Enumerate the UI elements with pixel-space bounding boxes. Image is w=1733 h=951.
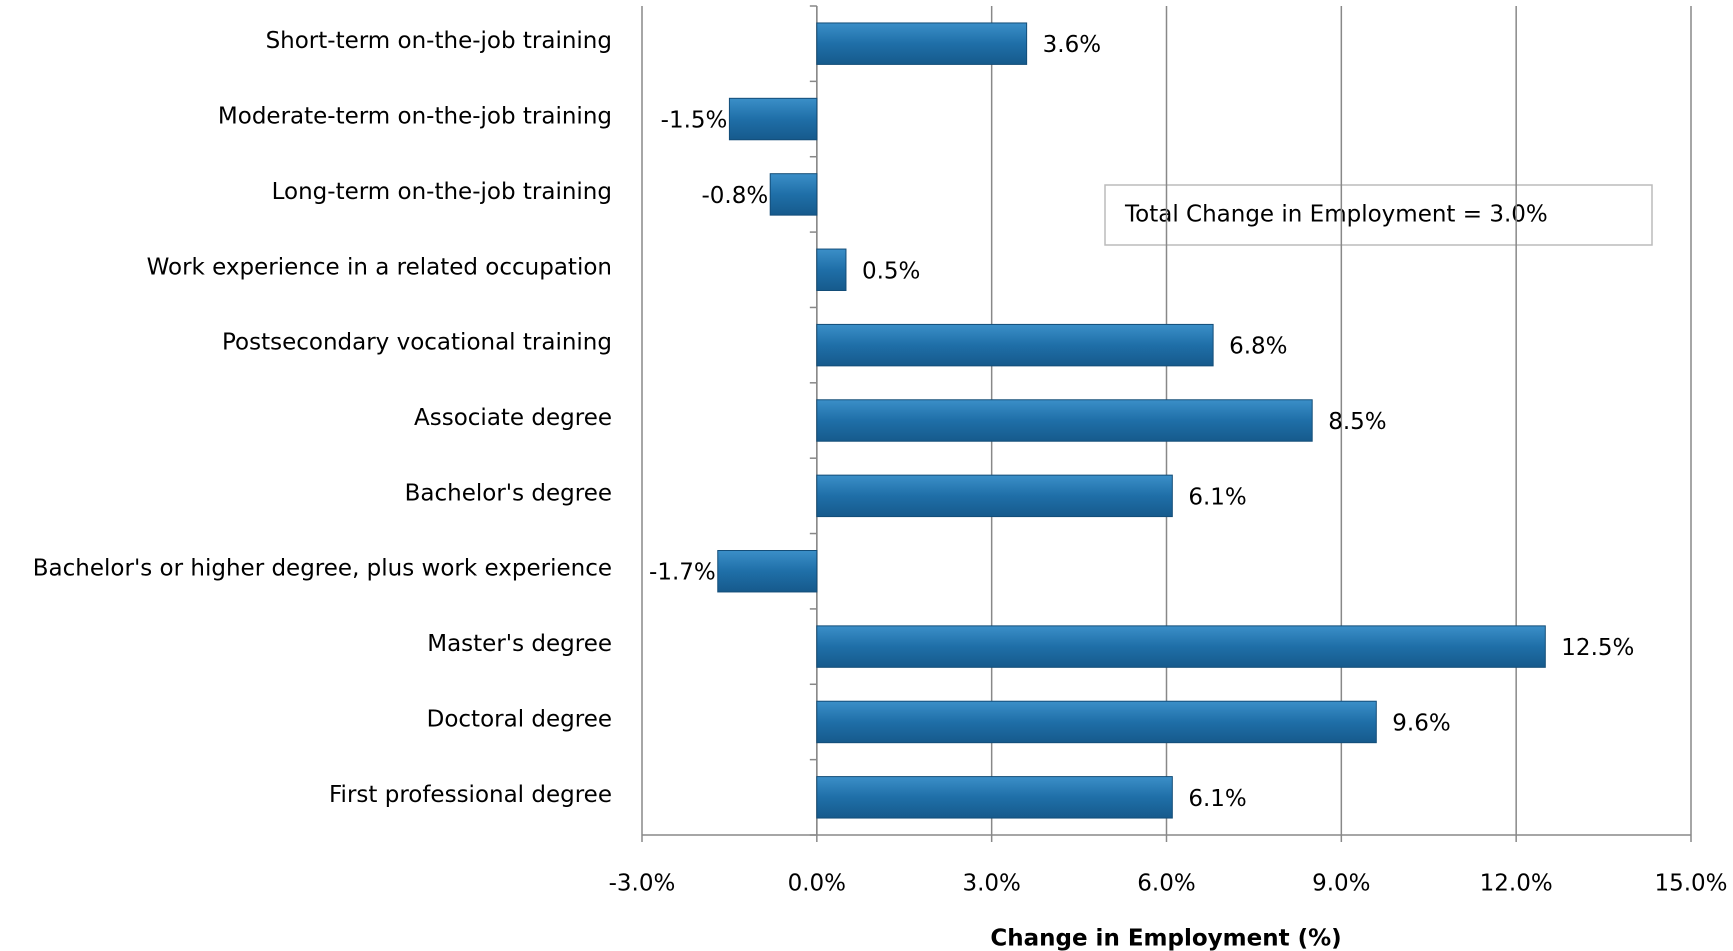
y-tick-label: Doctoral degree xyxy=(427,706,612,732)
x-tick-label: 9.0% xyxy=(1312,871,1370,897)
y-tick-label: Long-term on-the-job training xyxy=(272,179,612,205)
value-label: 3.6% xyxy=(1043,32,1101,58)
bar xyxy=(769,173,818,216)
x-tick-label: 15.0% xyxy=(1654,871,1727,897)
x-tick-label: 6.0% xyxy=(1137,871,1195,897)
y-tick-label: Work experience in a related occupation xyxy=(147,254,612,280)
value-label: -0.8% xyxy=(701,183,768,209)
value-label: 12.5% xyxy=(1561,635,1634,661)
value-label: 6.8% xyxy=(1229,334,1287,360)
x-tick-label: 3.0% xyxy=(962,871,1020,897)
bar xyxy=(728,97,818,141)
y-tick-label: Bachelor's degree xyxy=(405,480,612,506)
y-tick-label: Moderate-term on-the-job training xyxy=(218,104,612,130)
x-tick-label: 12.0% xyxy=(1480,871,1553,897)
bar xyxy=(816,399,1313,442)
y-tick-label: Bachelor's or higher degree, plus work e… xyxy=(33,556,612,582)
bar xyxy=(816,776,1173,819)
x-tick-label: 0.0% xyxy=(788,871,846,897)
y-tick-label: Associate degree xyxy=(414,405,612,431)
bar xyxy=(816,248,847,291)
value-label: 9.6% xyxy=(1392,710,1450,736)
y-tick-label: Postsecondary vocational training xyxy=(222,330,612,356)
y-tick-label: First professional degree xyxy=(329,782,612,808)
value-label: 6.1% xyxy=(1188,484,1246,510)
x-tick-label: -3.0% xyxy=(609,871,676,897)
value-label: 8.5% xyxy=(1328,409,1386,435)
x-axis-title: Change in Employment (%) xyxy=(990,926,1341,951)
value-label: 0.5% xyxy=(862,258,920,284)
bar xyxy=(816,22,1028,65)
bar xyxy=(816,474,1173,518)
bar xyxy=(717,550,818,593)
bar xyxy=(816,625,1546,668)
value-label: -1.7% xyxy=(649,560,716,586)
annotation: Total Change in Employment = 3.0% xyxy=(1124,202,1548,228)
y-tick-label: Master's degree xyxy=(427,631,612,657)
bar xyxy=(816,700,1377,744)
value-label: 6.1% xyxy=(1188,786,1246,812)
bar xyxy=(816,323,1214,367)
y-tick-label: Short-term on-the-job training xyxy=(266,28,612,54)
annotation-box xyxy=(1104,184,1653,246)
value-label: -1.5% xyxy=(661,108,728,134)
